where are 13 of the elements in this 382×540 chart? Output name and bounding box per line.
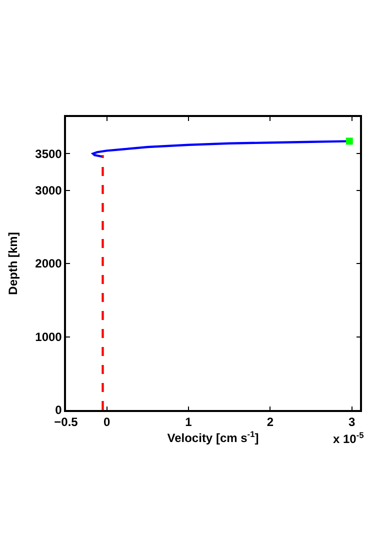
x-tick-label: −0.5 [54,415,78,430]
y-axis-title: Depth [km] [6,232,20,295]
text: x 10$^{-5}$ [333,430,364,446]
x-tick-label: 0 [103,415,110,430]
y-tick-label: 3000 [35,183,62,198]
x-axis-title: Velocity [cm s$^{-1}$] [167,429,259,446]
x-tick-label: 1 [185,415,192,430]
y-tick-label: 3500 [35,146,62,161]
y-tick-label: 0 [55,403,62,418]
y-tick-label: 1000 [35,330,62,344]
x-tick-label: 3 [348,415,356,430]
y-tick-label: 2000 [35,256,62,271]
x-tick-label: 2 [266,415,274,430]
